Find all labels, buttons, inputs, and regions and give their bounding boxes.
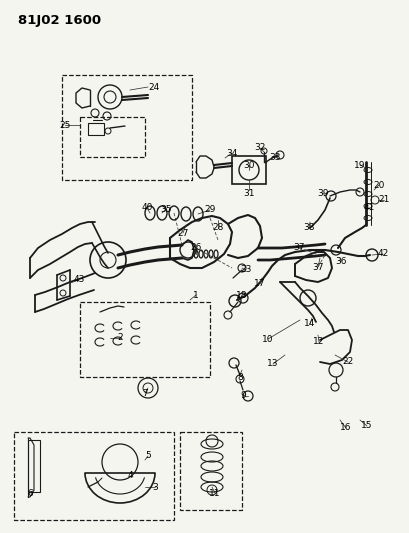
Text: 16: 16 [340,424,352,432]
Text: 34: 34 [226,149,238,157]
Text: 13: 13 [267,359,279,368]
Text: 24: 24 [148,83,160,92]
Text: 7: 7 [142,389,148,398]
Text: 33: 33 [269,154,281,163]
Text: 22: 22 [342,358,354,367]
Text: 20: 20 [373,181,385,190]
Text: 42: 42 [378,249,389,259]
Bar [14,432,174,520]
Bar [88,123,104,135]
Bar [232,156,266,184]
Text: 35: 35 [160,205,172,214]
Bar [80,117,145,157]
Text: 19: 19 [354,160,366,169]
Text: 5: 5 [145,451,151,461]
Text: 4: 4 [127,472,133,481]
Bar [62,75,192,180]
Text: 39: 39 [317,189,329,198]
Text: 10: 10 [262,335,274,343]
Text: 27: 27 [178,229,189,238]
Text: 37: 37 [293,244,305,253]
Text: 38: 38 [303,223,315,232]
Text: 9: 9 [240,392,246,400]
Text: 14: 14 [304,319,316,328]
Text: 41: 41 [363,204,375,213]
Text: 18: 18 [236,292,248,301]
Text: 23: 23 [240,265,252,274]
Text: 6: 6 [27,489,33,497]
Text: 28: 28 [212,223,224,232]
Text: 37: 37 [312,262,324,271]
Text: 15: 15 [361,422,373,431]
Text: 31: 31 [243,189,255,198]
Text: 17: 17 [254,279,266,288]
Bar [180,432,242,510]
Text: 26: 26 [190,244,202,253]
Text: 11: 11 [209,489,221,497]
Text: 3: 3 [152,482,158,491]
Text: 12: 12 [313,337,325,346]
Text: 2: 2 [117,334,123,343]
Text: 81J02 1600: 81J02 1600 [18,14,101,27]
Text: 30: 30 [243,160,255,169]
Text: 29: 29 [204,206,216,214]
Text: 21: 21 [378,196,390,205]
Bar [28,440,40,492]
Text: 43: 43 [73,276,85,285]
Text: 1: 1 [193,290,199,300]
Bar [80,302,210,377]
Text: 40: 40 [142,204,153,213]
Text: 25: 25 [59,120,71,130]
Text: 8: 8 [237,373,243,382]
Text: 32: 32 [254,143,266,152]
Text: 36: 36 [335,256,347,265]
